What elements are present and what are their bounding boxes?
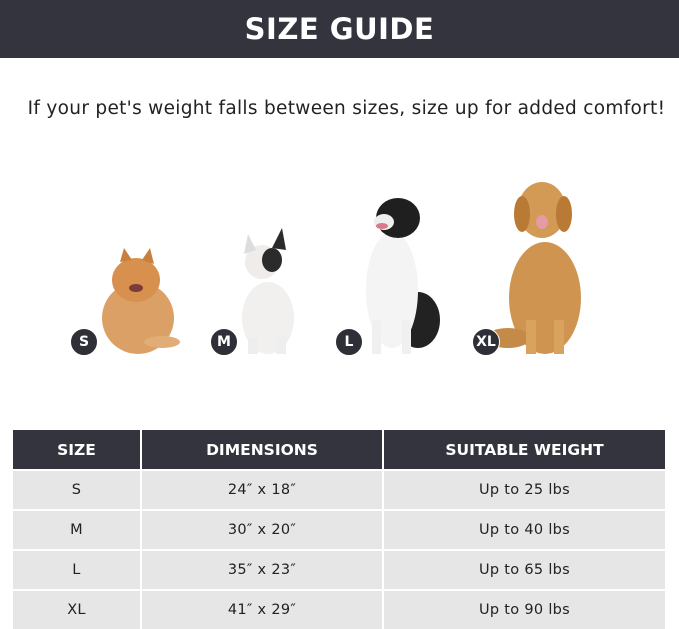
cell-dimensions: 30″ x 20″ [141,509,384,550]
size-badge-s: S [70,328,98,356]
border-collie-image [366,198,440,354]
header-size: SIZE [13,430,142,470]
page-title: SIZE GUIDE [0,0,679,58]
pomeranian-image [102,248,180,354]
golden-retriever-image [486,182,581,354]
cell-dimensions: 24″ x 18″ [141,469,384,510]
table-row: S 24″ x 18″ Up to 25 lbs [13,469,665,510]
header-dimensions: DIMENSIONS [141,430,384,470]
cell-weight: Up to 65 lbs [383,549,665,590]
header-weight: SUITABLE WEIGHT [383,430,665,470]
size-table: SIZE DIMENSIONS SUITABLE WEIGHT S 24″ x … [13,430,665,629]
cell-size: L [13,549,142,590]
dogs-illustration [102,182,581,354]
cell-weight: Up to 40 lbs [383,509,665,550]
cell-dimensions: 41″ x 29″ [141,589,384,629]
table-row: M 30″ x 20″ Up to 40 lbs [13,509,665,550]
table-header-row: SIZE DIMENSIONS SUITABLE WEIGHT [13,430,665,470]
cell-size: XL [13,589,142,629]
french-bulldog-image [242,228,294,354]
size-badge-l: L [335,328,363,356]
size-badge-xl: XL [472,328,500,356]
cell-size: S [13,469,142,510]
size-badge-m: M [210,328,238,356]
cell-weight: Up to 90 lbs [383,589,665,629]
subtitle: If your pet's weight falls between sizes… [27,98,666,119]
cell-weight: Up to 25 lbs [383,469,665,510]
cell-size: M [13,509,142,550]
table-row: XL 41″ x 29″ Up to 90 lbs [13,589,665,629]
cell-dimensions: 35″ x 23″ [141,549,384,590]
table-row: L 35″ x 23″ Up to 65 lbs [13,549,665,590]
